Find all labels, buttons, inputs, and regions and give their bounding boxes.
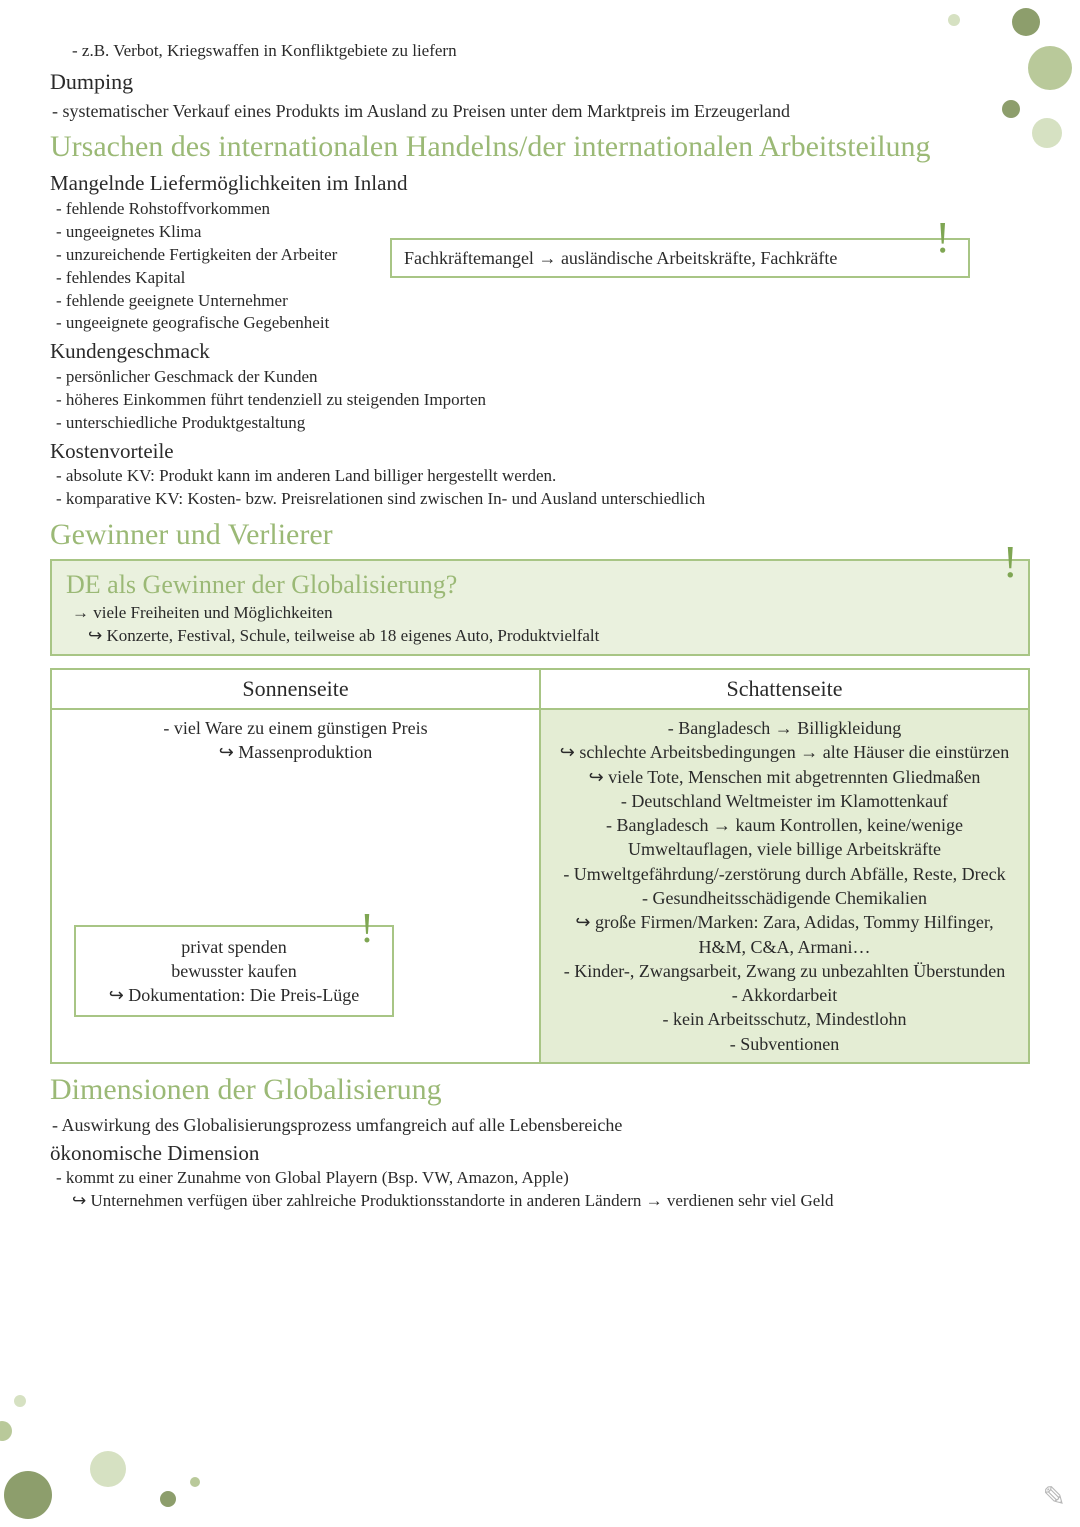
fk-text: Fachkräftemangel → ausländische Arbeitsk… [404, 248, 837, 268]
exclaim-icon: ! [1003, 539, 1018, 585]
deco-dot [90, 1451, 126, 1487]
h-dumping: Dumping [50, 67, 1030, 97]
deco-dot [1012, 8, 1040, 36]
line-zb: - z.B. Verbot, Kriegswaffen in Konfliktg… [72, 40, 1030, 63]
exclaim-icon: ! [360, 901, 374, 958]
schatten-line: - Gesundheitsschädigende Chemikalien [551, 886, 1018, 910]
schatten-line: - Akkordarbeit [551, 983, 1018, 1007]
deco-dot [14, 1395, 26, 1407]
dim-line: - kommt zu einer Zunahme von Global Play… [56, 1167, 1030, 1190]
schatten-line: - Deutschland Weltmeister im Klamottenka… [551, 789, 1018, 813]
deco-dot [1032, 118, 1062, 148]
deco-dot [0, 1421, 12, 1441]
privat-spenden-box: ! privat spenden bewusster kaufen ↪ Doku… [74, 925, 394, 1018]
deco-dot [4, 1471, 52, 1519]
schatten-line: - Umweltgefährdung/-zerstörung durch Abf… [551, 862, 1018, 886]
dim-line: - Auswirkung des Globalisierungsprozess … [52, 1113, 1030, 1137]
dumping-text: - systematischer Verkauf eines Produkts … [52, 99, 1030, 123]
kunden-item: - persönlicher Geschmack der Kunden [56, 366, 1030, 389]
sonnen-line: - viel Ware zu einem günstigen Preis [62, 716, 529, 740]
kosten-item: - absolute KV: Produkt kann im anderen L… [56, 465, 1030, 488]
minibox-line: ↪ Dokumentation: Die Preis-Lüge [86, 983, 382, 1007]
sonnen-line: ↪ Massenproduktion [62, 740, 529, 764]
sonnen-schatten-table: Sonnenseite - viel Ware zu einem günstig… [50, 668, 1030, 1064]
h-dimensionen: Dimensionen der Globalisierung [50, 1070, 1030, 1111]
sonnen-cell: - viel Ware zu einem günstigen Preis ↪ M… [52, 710, 539, 1062]
h-kunden: Kundengeschmack [50, 337, 1030, 365]
page-logo: ✎ [1043, 1479, 1066, 1517]
col-header-sonnenseite: Sonnenseite [52, 670, 539, 710]
schatten-line: - Bangladesch → kaum Kontrollen, keine/w… [551, 813, 1018, 862]
exclaim-icon: ! [935, 216, 950, 260]
deco-dot [1028, 46, 1072, 90]
h-mangelnde: Mangelnde Liefermöglichkeiten im Inland [50, 169, 1030, 197]
dim-line: ↪ Unternehmen verfügen über zahlreiche P… [72, 1190, 1030, 1213]
mangelnde-item: - ungeeignete geografische Gegebenheit [56, 312, 1030, 335]
fachkraefte-callout: ! Fachkräftemangel → ausländische Arbeit… [390, 238, 970, 278]
schatten-line: ↪ große Firmen/Marken: Zara, Adidas, Tom… [551, 910, 1018, 959]
h-kosten: Kostenvorteile [50, 437, 1030, 465]
h-oekonomisch: ökonomische Dimension [50, 1139, 1030, 1167]
schatten-line: - kein Arbeitsschutz, Mindestlohn [551, 1007, 1018, 1031]
mangelnde-item: - fehlende Rohstoffvorkommen [56, 198, 1030, 221]
col-header-schattenseite: Schattenseite [541, 670, 1028, 710]
minibox-line: bewusster kaufen [86, 959, 382, 983]
kunden-item: - höheres Einkommen führt tendenziell zu… [56, 389, 1030, 412]
callout-line: ↪ Konzerte, Festival, Schule, teilweise … [88, 625, 1014, 648]
schatten-line: ↪ schlechte Arbeitsbedingungen → alte Hä… [551, 740, 1018, 789]
schatten-line: - Kinder-, Zwangsarbeit, Zwang zu unbeza… [551, 959, 1018, 983]
schatten-line: - Subventionen [551, 1032, 1018, 1056]
mangelnde-item: - fehlende geeignete Unternehmer [56, 290, 1030, 313]
de-gewinner-callout: ! DE als Gewinner der Globalisierung? → … [50, 559, 1030, 656]
h-ursachen: Ursachen des internationalen Handelns/de… [50, 127, 1030, 168]
deco-dot [190, 1477, 200, 1487]
callout-title: DE als Gewinner der Globalisierung? [66, 567, 1014, 602]
minibox-line: privat spenden [86, 935, 382, 959]
h-gewinner: Gewinner und Verlierer [50, 515, 1030, 556]
schatten-line: - Bangladesch → Billigkleidung [551, 716, 1018, 740]
kunden-item: - unterschiedliche Produktgestaltung [56, 412, 1030, 435]
kosten-item: - komparative KV: Kosten- bzw. Preisrela… [56, 488, 1030, 511]
deco-dot [1002, 100, 1020, 118]
schatten-cell: - Bangladesch → Billigkleidung ↪ schlech… [541, 710, 1028, 1062]
deco-dot [948, 14, 960, 26]
callout-line: → viele Freiheiten und Möglichkeiten [72, 602, 1014, 625]
deco-dot [160, 1491, 176, 1507]
